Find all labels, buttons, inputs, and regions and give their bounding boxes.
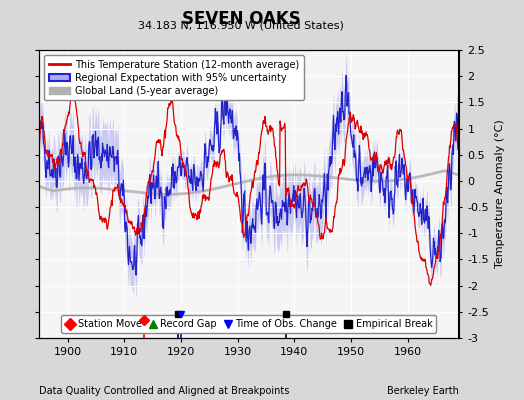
Legend: Station Move, Record Gap, Time of Obs. Change, Empirical Break: Station Move, Record Gap, Time of Obs. C…	[61, 315, 436, 333]
Text: Berkeley Earth: Berkeley Earth	[387, 386, 458, 396]
Y-axis label: Temperature Anomaly (°C): Temperature Anomaly (°C)	[495, 120, 505, 268]
Text: 34.183 N, 116.950 W (United States): 34.183 N, 116.950 W (United States)	[138, 21, 344, 31]
Text: SEVEN OAKS: SEVEN OAKS	[182, 10, 300, 28]
Text: Data Quality Controlled and Aligned at Breakpoints: Data Quality Controlled and Aligned at B…	[39, 386, 290, 396]
